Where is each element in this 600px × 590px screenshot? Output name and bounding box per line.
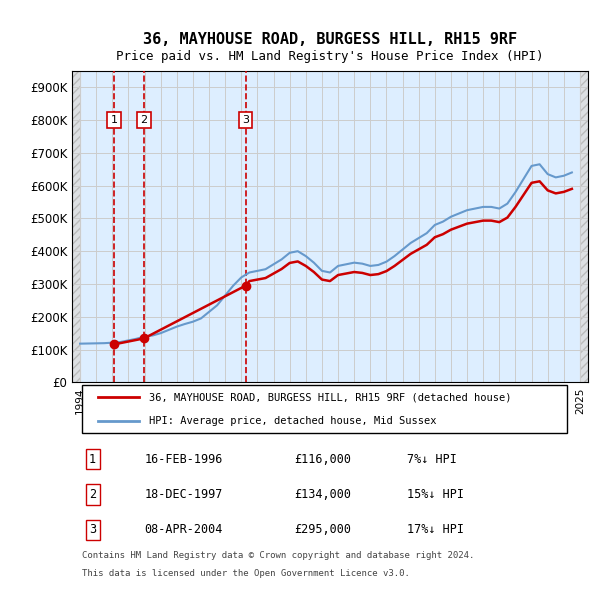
Text: 08-APR-2004: 08-APR-2004 <box>144 523 223 536</box>
Bar <box>72 71 80 382</box>
Bar <box>580 71 588 382</box>
FancyBboxPatch shape <box>82 385 568 433</box>
Text: 7%↓ HPI: 7%↓ HPI <box>407 453 457 466</box>
Text: 18-DEC-1997: 18-DEC-1997 <box>144 488 223 501</box>
Text: 1: 1 <box>111 115 118 125</box>
Bar <box>580 71 588 382</box>
Text: 1: 1 <box>89 453 96 466</box>
Text: 16-FEB-1996: 16-FEB-1996 <box>144 453 223 466</box>
Text: 3: 3 <box>89 523 96 536</box>
Bar <box>72 71 80 382</box>
Text: 17%↓ HPI: 17%↓ HPI <box>407 523 464 536</box>
Text: Contains HM Land Registry data © Crown copyright and database right 2024.: Contains HM Land Registry data © Crown c… <box>82 552 475 560</box>
Text: This data is licensed under the Open Government Licence v3.0.: This data is licensed under the Open Gov… <box>82 569 410 578</box>
Text: 36, MAYHOUSE ROAD, BURGESS HILL, RH15 9RF: 36, MAYHOUSE ROAD, BURGESS HILL, RH15 9R… <box>143 32 517 47</box>
Text: Price paid vs. HM Land Registry's House Price Index (HPI): Price paid vs. HM Land Registry's House … <box>116 50 544 63</box>
Text: £116,000: £116,000 <box>294 453 351 466</box>
Text: HPI: Average price, detached house, Mid Sussex: HPI: Average price, detached house, Mid … <box>149 416 437 426</box>
Text: £295,000: £295,000 <box>294 523 351 536</box>
Text: 36, MAYHOUSE ROAD, BURGESS HILL, RH15 9RF (detached house): 36, MAYHOUSE ROAD, BURGESS HILL, RH15 9R… <box>149 392 512 402</box>
Text: 15%↓ HPI: 15%↓ HPI <box>407 488 464 501</box>
Text: 2: 2 <box>140 115 148 125</box>
Text: 3: 3 <box>242 115 249 125</box>
Text: £134,000: £134,000 <box>294 488 351 501</box>
Text: 2: 2 <box>89 488 96 501</box>
